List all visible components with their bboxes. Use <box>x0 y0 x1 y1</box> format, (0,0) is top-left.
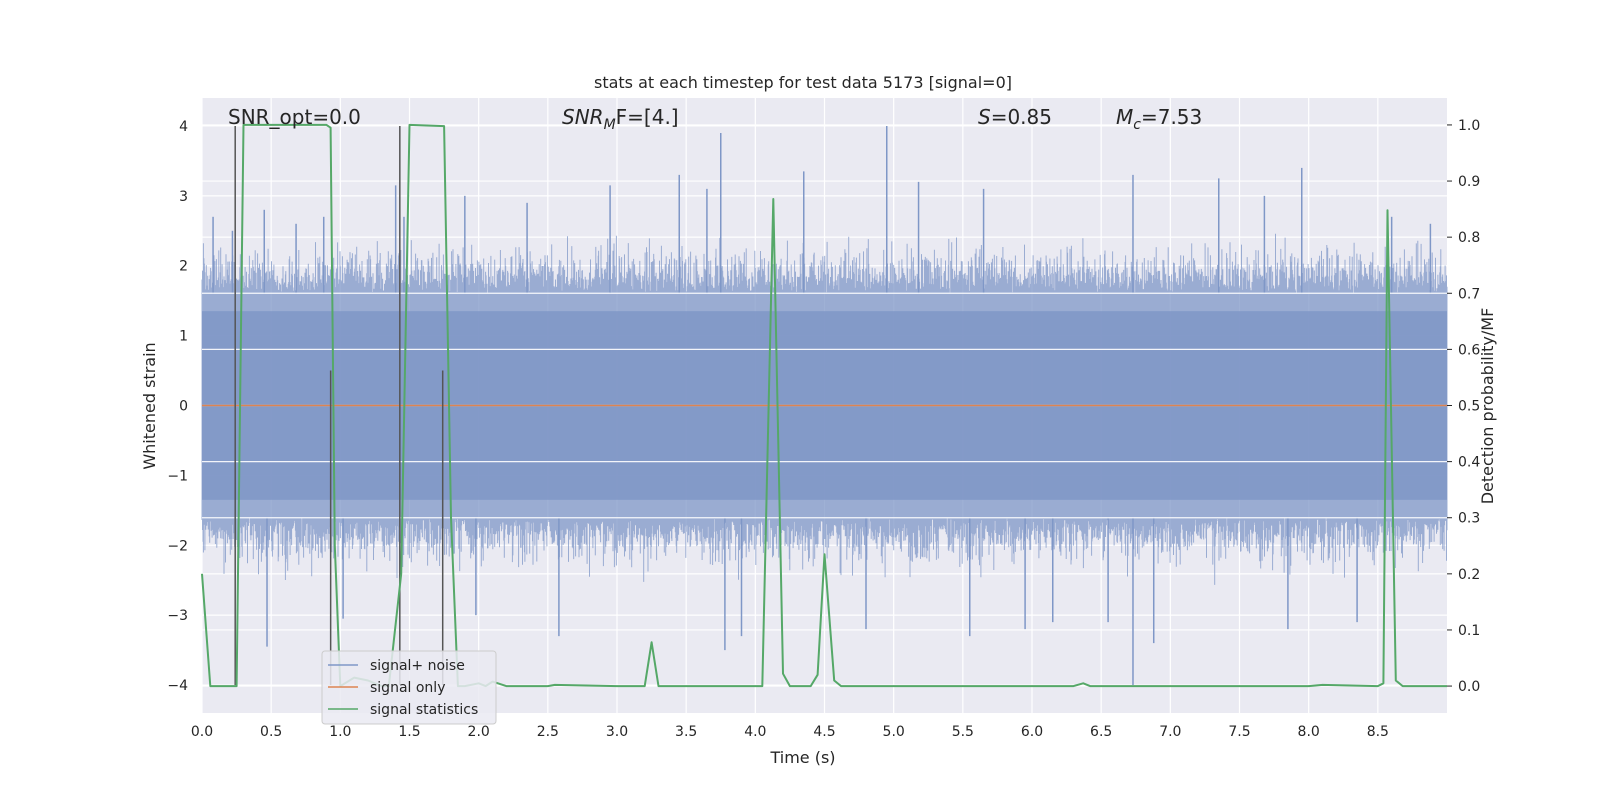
s-value: =0.85 <box>991 105 1052 129</box>
s-symbol: S <box>978 105 991 129</box>
x-tick-label: 3.0 <box>606 724 628 740</box>
y-right-tick-label: 0.4 <box>1458 455 1480 471</box>
x-tick-label: 1.5 <box>398 724 420 740</box>
snr-mf-value: F=[4.] <box>616 105 679 129</box>
x-tick-label: 8.5 <box>1367 724 1389 740</box>
legend-label-noise: signal+ noise <box>370 658 465 674</box>
legend-label-signal: signal only <box>370 680 445 696</box>
x-tick-label: 0.0 <box>191 724 213 740</box>
y-tick-label: 4 <box>179 119 188 135</box>
y-right-tick-label: 0.7 <box>1458 286 1480 302</box>
x-tick-label: 8.0 <box>1298 724 1320 740</box>
x-tick-label: 4.5 <box>813 724 835 740</box>
x-tick-label: 1.0 <box>329 724 351 740</box>
annotation-mc: Mc=7.53 <box>1116 105 1202 133</box>
x-tick-label: 3.5 <box>675 724 697 740</box>
x-tick-label: 7.0 <box>1159 724 1181 740</box>
x-tick-label: 2.5 <box>537 724 559 740</box>
y-tick-label: 1 <box>179 329 188 345</box>
y-right-tick-label: 0.2 <box>1458 567 1480 583</box>
y-axis-label: Whitened strain <box>140 342 159 469</box>
y-tick-label: 2 <box>179 259 188 275</box>
legend-label-stats: signal statistics <box>370 702 478 718</box>
y-right-tick-label: 0.5 <box>1458 399 1480 415</box>
y-tick-label: −1 <box>167 468 188 484</box>
y-tick-label: −4 <box>167 678 188 694</box>
marker-lines <box>234 125 444 686</box>
y-right-tick-label: 0.6 <box>1458 342 1480 358</box>
y-tick-label: 0 <box>179 399 188 415</box>
legend-box <box>321 650 497 725</box>
annotation-snr-opt: SNR_opt=0.0 <box>228 105 361 129</box>
x-tick-labels: 0.0 0.5 1.0 1.5 2.0 2.5 3.0 3.5 4.0 4.5 5.0 5.5 6.0 6… <box>191 724 1389 740</box>
legend: signal+ noise signal only signal statist… <box>321 650 497 725</box>
y-tick-labels: 4 3 2 1 0 −1 −2 −3 −4 <box>167 119 188 694</box>
x-tick-label: 2.0 <box>468 724 490 740</box>
snr-mf-subscript: M <box>604 117 616 133</box>
x-axis-label: Time (s) <box>769 748 835 767</box>
snr-mf-symbol: SNR <box>562 105 604 129</box>
x-tick-label: 6.0 <box>1021 724 1043 740</box>
chart-title: stats at each timestep for test data 517… <box>594 73 1012 92</box>
x-tick-label: 5.0 <box>883 724 905 740</box>
y-right-tick-label: 0.3 <box>1458 511 1480 527</box>
y-right-tick-label: 0.9 <box>1458 174 1480 190</box>
y-right-tick-labels: 1.0 0.9 0.8 0.7 0.6 0.5 0.4 0.3 0.2 0.1 0.0 <box>1447 118 1480 695</box>
x-tick-label: 0.5 <box>260 724 282 740</box>
y-right-tick-label: 0.8 <box>1458 230 1480 246</box>
mc-subscript: c <box>1133 117 1141 133</box>
annotation-snr-mf: SNRMF=[4.] <box>562 105 679 133</box>
x-tick-label: 4.0 <box>744 724 766 740</box>
y-tick-label: 3 <box>179 189 188 205</box>
x-tick-label: 6.5 <box>1090 724 1112 740</box>
mc-symbol: M <box>1116 105 1133 129</box>
y-right-tick-label: 0.0 <box>1458 679 1480 695</box>
x-tick-label: 7.5 <box>1228 724 1250 740</box>
y-right-axis-label: Detection probability/MF <box>1478 308 1497 505</box>
y-tick-label: −2 <box>167 538 188 554</box>
annotation-s: S=0.85 <box>978 105 1052 129</box>
x-tick-label: 5.5 <box>952 724 974 740</box>
mc-value: =7.53 <box>1141 105 1202 129</box>
y-right-tick-label: 0.1 <box>1458 623 1480 639</box>
y-right-tick-label: 1.0 <box>1458 118 1480 134</box>
y-tick-label: −3 <box>167 608 188 624</box>
